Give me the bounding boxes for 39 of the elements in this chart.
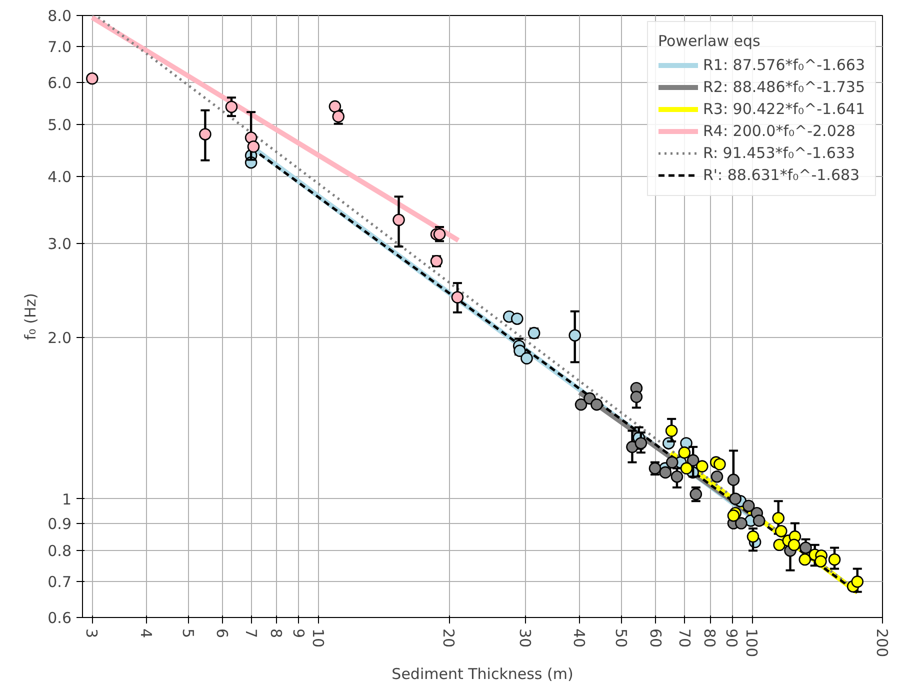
x-tick-label: 10 [309,628,328,648]
y-tick-label: 0.6 [48,609,72,627]
y-tick-label: 0.9 [48,514,72,533]
x-tick-label: 9 [289,628,308,638]
x-tick-label: 80 [700,628,719,648]
y-axis-title: f₀ (Hz) [22,293,40,340]
x-tick-label: 4 [136,628,155,638]
y-tick-label: 6.0 [48,74,72,92]
y-tick-label: 4.0 [48,168,72,186]
x-tick-label: 50 [612,628,630,648]
legend-title: Powerlaw eqs [658,32,762,50]
x-axis-title: Sediment Thickness (m) [392,665,574,684]
x-tick-label: 6 [213,628,232,638]
x-tick-label: 60 [646,628,664,648]
x-tick-label: 70 [675,628,694,648]
y-tick-label: 0.8 [48,542,72,560]
x-tick-label: 7 [242,628,260,638]
y-tick-label: 1 [62,490,72,508]
legend-label: R1: 87.576*f₀^-1.663 [703,56,865,74]
x-tick-label: 200 [873,628,891,658]
y-tick-label: 7.0 [48,38,72,56]
y-tick-label: 0.7 [48,573,72,592]
legend-label: R2: 88.486*f₀^-1.735 [703,78,865,96]
x-tick-label: 90 [722,628,741,648]
x-tick-label: 5 [178,628,197,638]
x-tick-label: 3 [82,628,101,638]
x-tick-label: 20 [440,628,458,648]
legend-label: R4: 200.0*f₀^-2.028 [703,122,856,140]
legend-label: R: 91.453*f₀^-1.633 [703,144,855,162]
x-tick-label: 100 [742,628,761,658]
y-tick-label: 2.0 [48,329,72,348]
y-tick-label: 5.0 [48,116,72,134]
x-tick-label: 30 [516,628,534,648]
y-tick-label: 3.0 [48,234,72,253]
x-tick-label: 8 [267,628,286,638]
legend-label: R': 88.631*f₀^-1.683 [703,166,860,184]
legend-label: R3: 90.422*f₀^-1.641 [703,100,865,118]
x-tick-label: 40 [570,628,588,648]
y-tick-label: 8.0 [48,7,72,25]
